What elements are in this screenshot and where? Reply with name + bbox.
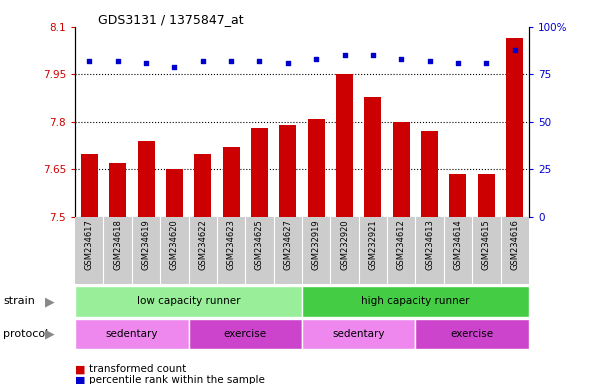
Bar [75, 319, 189, 349]
Bar [478, 174, 495, 217]
Bar [364, 96, 382, 217]
Text: GSM234614: GSM234614 [454, 219, 463, 270]
Bar [109, 163, 126, 217]
Bar [138, 141, 154, 217]
Text: GSM234623: GSM234623 [227, 219, 236, 270]
Text: sedentary: sedentary [106, 329, 158, 339]
Point [453, 60, 463, 66]
Text: GSM234617: GSM234617 [85, 219, 94, 270]
Point [198, 58, 207, 64]
Text: GSM234622: GSM234622 [198, 219, 207, 270]
Text: ■: ■ [75, 375, 85, 384]
Text: sedentary: sedentary [332, 329, 385, 339]
Point [368, 52, 377, 58]
Text: GSM234625: GSM234625 [255, 219, 264, 270]
Bar [189, 319, 302, 349]
Text: GDS3131 / 1375847_at: GDS3131 / 1375847_at [98, 13, 243, 26]
Bar [308, 119, 325, 217]
Text: GSM234615: GSM234615 [482, 219, 491, 270]
Bar [222, 147, 240, 217]
Text: GSM232919: GSM232919 [312, 219, 321, 270]
Text: strain: strain [3, 296, 35, 306]
Text: GSM234616: GSM234616 [510, 219, 519, 270]
Text: GSM234612: GSM234612 [397, 219, 406, 270]
Bar [302, 319, 415, 349]
Bar [302, 286, 529, 317]
Point [141, 60, 151, 66]
Bar [421, 131, 438, 217]
Text: GSM234618: GSM234618 [113, 219, 122, 270]
Point [311, 56, 321, 62]
Text: GSM232920: GSM232920 [340, 219, 349, 270]
Text: protocol: protocol [3, 329, 48, 339]
Point [340, 52, 349, 58]
Point [425, 58, 435, 64]
Point [113, 58, 123, 64]
Point [227, 58, 236, 64]
Text: transformed count: transformed count [89, 364, 186, 374]
Text: exercise: exercise [224, 329, 267, 339]
Bar [336, 74, 353, 217]
Bar [251, 128, 268, 217]
Text: GSM234613: GSM234613 [425, 219, 434, 270]
Text: ■: ■ [75, 364, 85, 374]
Point [169, 64, 179, 70]
Bar [506, 38, 523, 217]
Point [255, 58, 264, 64]
Bar [81, 154, 98, 217]
Bar [166, 169, 183, 217]
Point [397, 56, 406, 62]
Text: high capacity runner: high capacity runner [361, 296, 470, 306]
Bar [415, 319, 529, 349]
Text: low capacity runner: low capacity runner [137, 296, 240, 306]
Point [85, 58, 94, 64]
Point [283, 60, 293, 66]
Text: GSM234619: GSM234619 [141, 219, 150, 270]
Bar [450, 174, 466, 217]
Text: GSM234627: GSM234627 [283, 219, 292, 270]
Text: GSM234620: GSM234620 [170, 219, 179, 270]
Text: exercise: exercise [451, 329, 494, 339]
Text: ▶: ▶ [44, 295, 54, 308]
Bar [279, 125, 296, 217]
Point [510, 46, 519, 53]
Text: ▶: ▶ [44, 328, 54, 341]
Bar [393, 122, 410, 217]
Text: percentile rank within the sample: percentile rank within the sample [89, 375, 265, 384]
Bar [194, 154, 212, 217]
Text: GSM232921: GSM232921 [368, 219, 377, 270]
Point [481, 60, 491, 66]
Bar [75, 286, 302, 317]
